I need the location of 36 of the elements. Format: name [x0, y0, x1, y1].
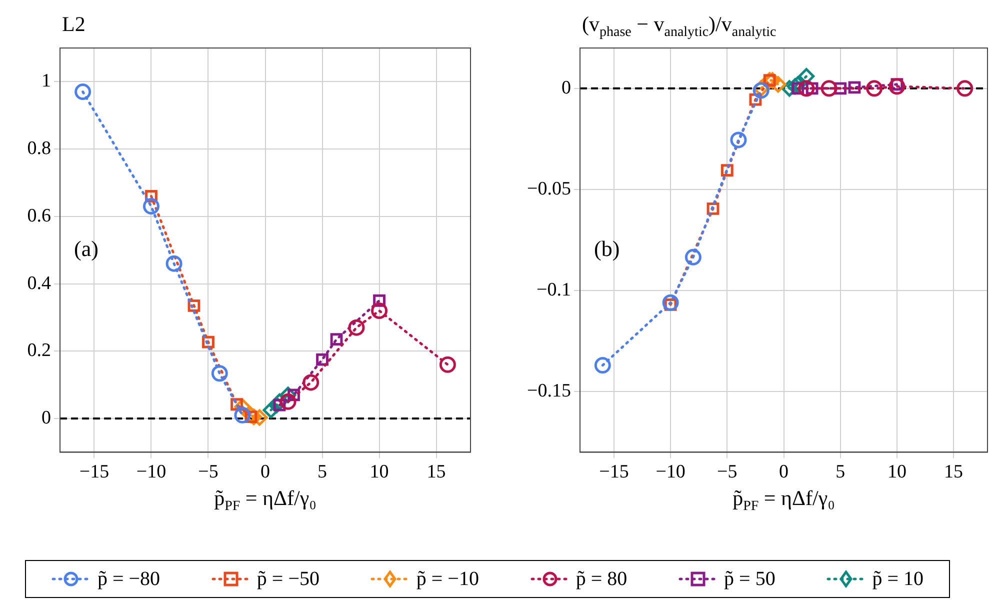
x-tick-label: −15	[79, 462, 110, 483]
y-tick-label: 0.6	[27, 205, 51, 226]
x-tick-label: 10	[887, 462, 906, 483]
y-tick-label: 0	[562, 77, 571, 98]
x-tick-label: −15	[599, 462, 629, 483]
legend-label: p̃ = 50	[724, 568, 776, 590]
x-tick-label: 5	[318, 462, 328, 483]
x-tick-label: −10	[136, 462, 166, 483]
legend-label: p̃ = −10	[416, 568, 479, 590]
x-tick-label: −5	[717, 462, 738, 483]
x-tick-label: 0	[260, 462, 270, 483]
legend-label: p̃ = −80	[97, 568, 160, 590]
annotation: (a)	[74, 236, 98, 261]
y-tick-label: 1	[42, 70, 51, 92]
legend-label: p̃ = 80	[576, 568, 628, 590]
y-tick-label: 0	[42, 408, 51, 428]
y-axis-title: (v$_{phase}$ − v$_{analytic}$)/v$_{analytic}$	[582, 12, 776, 42]
annotation: (b)	[594, 236, 620, 261]
x-tick-label: 10	[370, 462, 389, 483]
legend-label: p̃ = 10	[872, 568, 924, 590]
y-tick-label: 0.2	[27, 340, 51, 362]
x-tick-label: −10	[656, 462, 686, 483]
x-tick-label: 15	[944, 462, 964, 483]
y-axis-title: L2	[62, 12, 86, 37]
x-axis-title: p̃$_{PF}$ = ηΔf/γ₀	[214, 486, 316, 516]
y-tick-label: 0.8	[27, 138, 51, 160]
x-axis-title: p̃$_{PF}$ = ηΔf/γ₀	[732, 486, 835, 516]
x-tick-label: 15	[426, 462, 446, 483]
legend-label: p̃ = −50	[256, 568, 320, 590]
x-tick-label: 5	[836, 462, 846, 483]
x-tick-label: −5	[198, 462, 218, 483]
y-tick-label: −0.1	[536, 280, 571, 301]
y-tick-label: −0.05	[527, 178, 571, 200]
y-tick-label: 0.4	[27, 272, 52, 294]
x-tick-label: 0	[779, 462, 788, 483]
y-tick-label: −0.15	[527, 380, 571, 402]
